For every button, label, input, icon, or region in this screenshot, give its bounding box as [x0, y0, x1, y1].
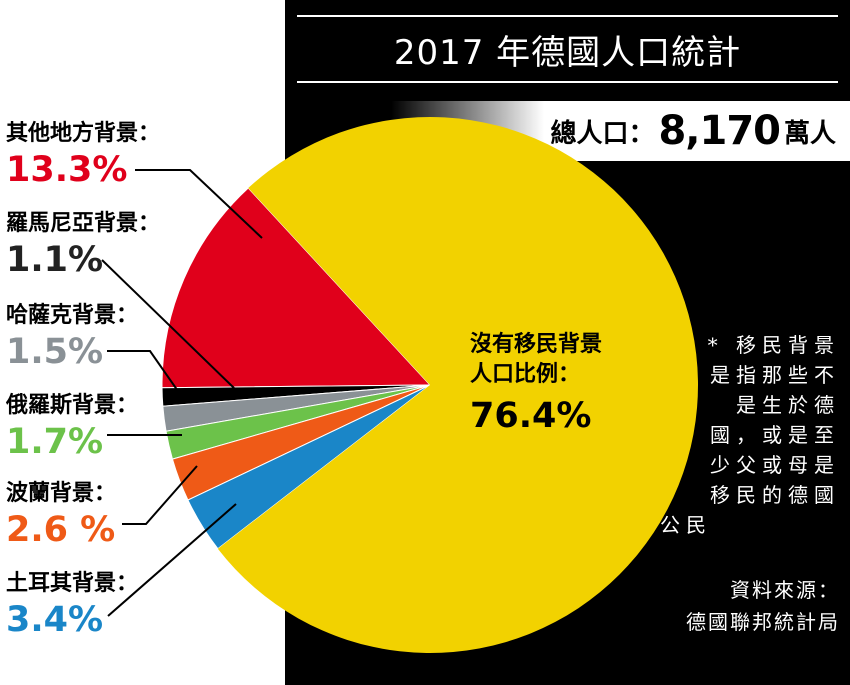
slice-value: 1.7%	[6, 422, 104, 462]
slice-label-romania: 羅馬尼亞背景： 1.1%	[6, 210, 186, 280]
slice-name: 哈薩克背景：	[6, 303, 139, 328]
footnote-line: 國，或是至	[710, 423, 840, 447]
slice-label-kazakhstan: 哈薩克背景： 1.5%	[6, 302, 186, 372]
slice-value: 1.5%	[6, 332, 104, 372]
slice-label-no-migration: 沒有移民背景 人口比例： 76.4%	[470, 330, 602, 438]
slice-name: 波蘭背景：	[6, 481, 117, 506]
total-population-label: 總人口：	[550, 118, 655, 149]
slice-name-line1: 沒有移民背景	[470, 332, 603, 357]
slice-label-poland: 波蘭背景： 2.6 %	[6, 480, 186, 550]
leader-line	[122, 465, 198, 525]
pie-slice	[187, 384, 431, 550]
slice-value: 3.4%	[6, 600, 104, 640]
slice-name: 俄羅斯背景：	[6, 393, 139, 418]
slice-name: 羅馬尼亞背景：	[6, 211, 161, 236]
slice-label-turkey: 土耳其背景： 3.4%	[6, 570, 186, 640]
leader-line	[135, 169, 263, 239]
pie-slice	[217, 116, 699, 653]
slice-value: 2.6 %	[6, 510, 116, 550]
slice-label-other: 其他地方背景： 13.3%	[6, 120, 186, 190]
footnote-line: 是生於德	[736, 393, 840, 417]
slice-label-russia: 俄羅斯背景： 1.7%	[6, 392, 186, 462]
slice-value: 1.1%	[6, 240, 104, 280]
slice-value: 13.3%	[6, 150, 128, 190]
footnote-line: 是指那些不	[710, 363, 840, 387]
leader-line	[107, 503, 237, 617]
footnote-line: 少父或母是	[710, 453, 840, 477]
slice-name-line2: 人口比例：	[470, 362, 581, 387]
leader-line	[101, 259, 235, 389]
total-population: 總人口： 8,170 萬人	[550, 104, 836, 158]
chart-title: 2017 年德國人口統計	[297, 15, 838, 83]
leader-line	[107, 350, 181, 395]
leader-lines	[101, 169, 263, 617]
total-population-value: 8,170	[658, 108, 781, 154]
pie-slices	[161, 116, 699, 653]
source-name: 德國聯邦統計局	[686, 610, 840, 634]
slice-name: 土耳其背景：	[6, 571, 139, 596]
footnote: * 移民背景 是指那些不 是生於德 國，或是至 少父或母是 移民的德國 公民	[660, 330, 840, 540]
source-label: 資料來源：	[730, 578, 840, 602]
footnote-line: 公民	[660, 513, 712, 537]
total-population-unit: 萬人	[783, 118, 836, 149]
source-note: 資料來源： 德國聯邦統計局	[620, 574, 840, 638]
footnote-line: 移民的德國	[710, 483, 840, 507]
slice-name: 其他地方背景：	[6, 121, 161, 146]
footnote-line: * 移民背景	[707, 333, 840, 357]
slice-value: 76.4%	[470, 396, 592, 436]
